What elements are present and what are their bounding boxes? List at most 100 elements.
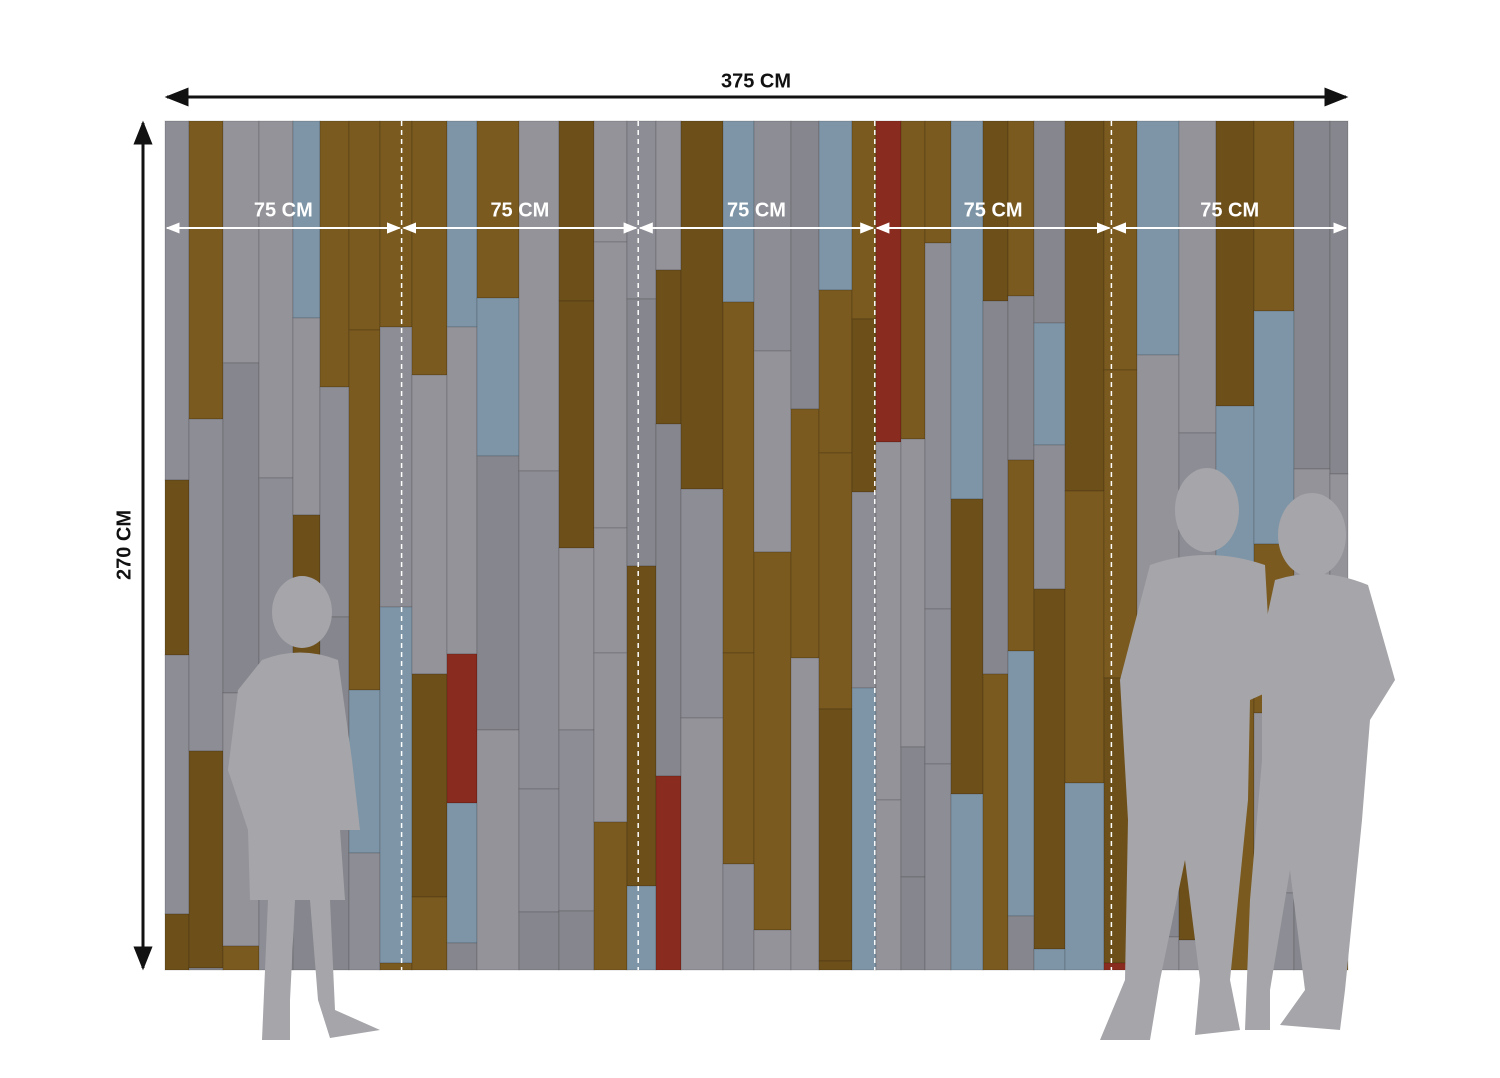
plank — [851, 687, 877, 971]
plank — [411, 374, 448, 675]
plank — [655, 120, 682, 271]
plank — [593, 527, 628, 654]
plank — [924, 763, 952, 971]
plank — [626, 885, 657, 971]
plank — [1293, 120, 1331, 470]
plank — [1033, 322, 1066, 446]
plank — [753, 551, 792, 931]
plank — [722, 120, 755, 303]
panel-guides: 75 CM 75 CM 75 CM 75 CM 75 CM — [165, 121, 1348, 970]
plank — [446, 120, 478, 328]
plank — [1007, 650, 1035, 917]
plank — [655, 269, 682, 425]
plank — [222, 120, 260, 364]
plank — [188, 418, 224, 752]
plank — [411, 673, 448, 898]
plank — [900, 746, 926, 878]
plank — [950, 120, 984, 500]
panel-label: 75 CM — [1200, 199, 1259, 221]
plank — [924, 242, 952, 610]
adult-silhouettes — [1100, 468, 1395, 1040]
plank — [655, 775, 682, 971]
plank — [851, 491, 877, 689]
plank — [1253, 120, 1295, 312]
plank — [851, 120, 877, 320]
plank — [518, 470, 560, 790]
plank — [1007, 295, 1035, 461]
plank — [753, 350, 792, 553]
plank — [348, 120, 381, 331]
plank — [626, 120, 657, 300]
plank — [593, 821, 628, 971]
plank — [875, 799, 902, 971]
panel-label: 75 CM — [254, 199, 313, 221]
plank — [379, 962, 413, 971]
plank — [222, 362, 260, 694]
width-label: 375 CM — [721, 70, 791, 92]
plank — [924, 608, 952, 765]
plank — [790, 408, 820, 659]
plank — [982, 300, 1009, 675]
plank — [558, 547, 595, 731]
plank — [1064, 490, 1105, 784]
plank — [1064, 120, 1105, 492]
plank — [379, 326, 413, 608]
plank — [875, 120, 902, 443]
plank — [680, 717, 724, 971]
plank — [1136, 120, 1180, 356]
plank — [818, 452, 853, 710]
panel-label: 75 CM — [490, 199, 549, 221]
plank — [558, 300, 595, 549]
plank — [1033, 444, 1066, 590]
plank — [982, 673, 1009, 971]
plank — [319, 386, 350, 618]
plank — [950, 793, 984, 971]
plank — [818, 289, 853, 454]
plank — [982, 120, 1009, 302]
plank — [558, 729, 595, 912]
plank — [1215, 120, 1255, 407]
plank — [411, 896, 448, 971]
plank — [655, 423, 682, 777]
panel-label: 75 CM — [964, 199, 1023, 221]
plank — [348, 329, 381, 691]
plank — [476, 729, 520, 971]
plank — [379, 120, 413, 328]
plank — [222, 945, 260, 971]
plank — [626, 298, 657, 567]
plank — [1103, 369, 1138, 679]
plank — [593, 652, 628, 823]
wallpaper — [164, 120, 1349, 971]
plank — [164, 913, 190, 971]
plank — [593, 120, 628, 243]
plank — [818, 960, 853, 971]
plank — [818, 120, 853, 291]
panel-label: 75 CM — [727, 199, 786, 221]
plank — [558, 120, 595, 302]
plank — [626, 565, 657, 887]
plank — [680, 488, 724, 719]
plank — [1033, 588, 1066, 950]
child-silhouette — [228, 576, 380, 1040]
plank — [379, 606, 413, 964]
plank — [518, 120, 560, 472]
plank — [518, 911, 560, 971]
plank — [446, 326, 478, 655]
plank — [188, 120, 224, 420]
plank — [164, 479, 190, 656]
plank — [1329, 120, 1349, 475]
plank — [900, 876, 926, 971]
plank — [790, 120, 820, 410]
plank — [753, 120, 792, 352]
plank — [593, 241, 628, 529]
plank — [188, 750, 224, 969]
plank — [900, 438, 926, 748]
plank — [558, 910, 595, 971]
plank — [446, 942, 478, 971]
plank — [1064, 782, 1105, 971]
plank — [319, 120, 350, 388]
plank — [722, 863, 755, 971]
plank — [680, 120, 724, 490]
